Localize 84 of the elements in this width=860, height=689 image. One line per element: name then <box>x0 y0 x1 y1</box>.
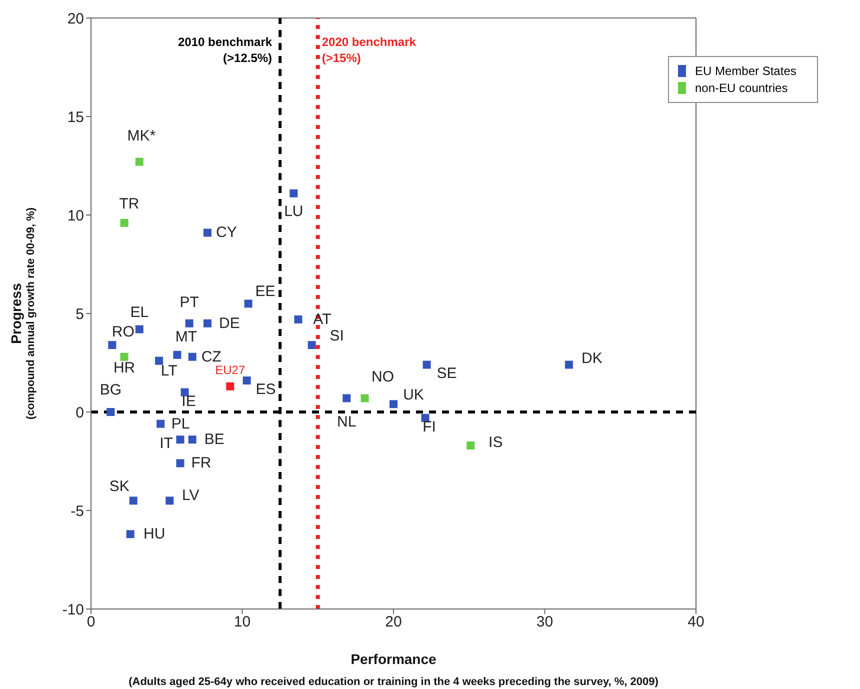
point <box>173 350 182 359</box>
point <box>120 352 128 361</box>
legend-label: EU Member States <box>695 64 796 78</box>
point <box>564 360 573 369</box>
point <box>226 382 234 390</box>
annotation: MT <box>175 328 198 346</box>
legend-label: non-EU countries <box>695 81 788 95</box>
annotation: SI <box>330 328 344 345</box>
y-tick-label: 15 <box>67 108 84 126</box>
annotation: CZ <box>201 348 222 366</box>
y-tick-label: 20 <box>67 10 84 28</box>
point <box>242 376 251 384</box>
point <box>176 436 184 444</box>
point <box>108 341 116 350</box>
point <box>135 325 144 334</box>
x-tick-label: 40 <box>688 614 704 631</box>
point <box>203 228 212 237</box>
annotation: PL <box>171 415 190 432</box>
point <box>129 496 138 505</box>
annotation: AT <box>313 310 332 328</box>
point <box>290 189 298 198</box>
annotation: IE <box>182 392 196 410</box>
point <box>390 400 398 408</box>
annotation: LU <box>284 202 304 220</box>
ref-line-label: 2010 benchmark (>12.5%) <box>178 35 272 65</box>
annotation: IT <box>160 435 173 452</box>
point <box>185 319 194 328</box>
point <box>156 420 165 428</box>
annotation: EE <box>255 283 276 300</box>
x-tick-label: 20 <box>385 614 402 631</box>
annotation: LT <box>160 362 178 380</box>
annotation: FI <box>422 418 436 436</box>
point <box>180 388 189 396</box>
annotation: DE <box>219 314 240 332</box>
point <box>155 356 164 365</box>
point <box>421 414 430 422</box>
y-tick-label: -5 <box>70 502 84 520</box>
annotation: FR <box>191 454 212 472</box>
point <box>360 394 369 402</box>
ref-line-label: 2020 benchmark (>15%) <box>322 35 416 65</box>
annotation: LV <box>182 487 200 504</box>
point <box>244 300 252 308</box>
y-tick-label: 0 <box>76 404 84 422</box>
x-tick-label: 0 <box>86 614 96 631</box>
annotation: NL <box>337 414 356 431</box>
annotation: SE <box>436 365 457 382</box>
y-tick-label: 10 <box>67 207 84 224</box>
x-axis-title: Performance (Adults aged 25-64y who received education or training in the 4 weeks preceding the survey, %, 2009) <box>128 651 659 688</box>
annotation: TR <box>119 195 140 212</box>
annotation: BG <box>100 382 122 398</box>
annotation: PT <box>180 294 199 311</box>
point <box>166 496 174 505</box>
annotation: HU <box>143 526 166 543</box>
annotation: EL <box>130 304 149 321</box>
y-tick-label: 5 <box>76 306 84 323</box>
point <box>120 218 128 227</box>
annotation: IS <box>488 434 503 451</box>
point <box>294 315 302 324</box>
annotation: UK <box>403 386 424 404</box>
annotation: HR <box>113 359 136 376</box>
point <box>176 459 184 468</box>
point <box>188 436 196 444</box>
x-tick-label: 30 <box>536 614 554 631</box>
point <box>188 352 196 361</box>
y-tick-label: -10 <box>62 601 84 618</box>
point <box>308 341 316 350</box>
annotation: SK <box>109 478 130 496</box>
annotation: DK <box>582 350 602 368</box>
point <box>203 319 212 328</box>
point <box>126 530 134 538</box>
point <box>422 360 431 369</box>
annotation: ES <box>256 380 276 398</box>
series-label: EU27 <box>215 362 246 377</box>
y-axis-title: Progress (compound annual growth rate 00-09, %) <box>8 207 37 420</box>
annotation: RO <box>112 324 134 341</box>
point <box>135 158 144 166</box>
annotation: BE <box>204 431 224 448</box>
annotation: MK* <box>127 127 156 144</box>
point <box>342 394 351 402</box>
annotation: NO <box>372 368 394 386</box>
annotation: CY <box>216 224 237 242</box>
point <box>106 408 115 416</box>
x-tick-label: 10 <box>234 614 251 631</box>
point <box>466 441 475 450</box>
